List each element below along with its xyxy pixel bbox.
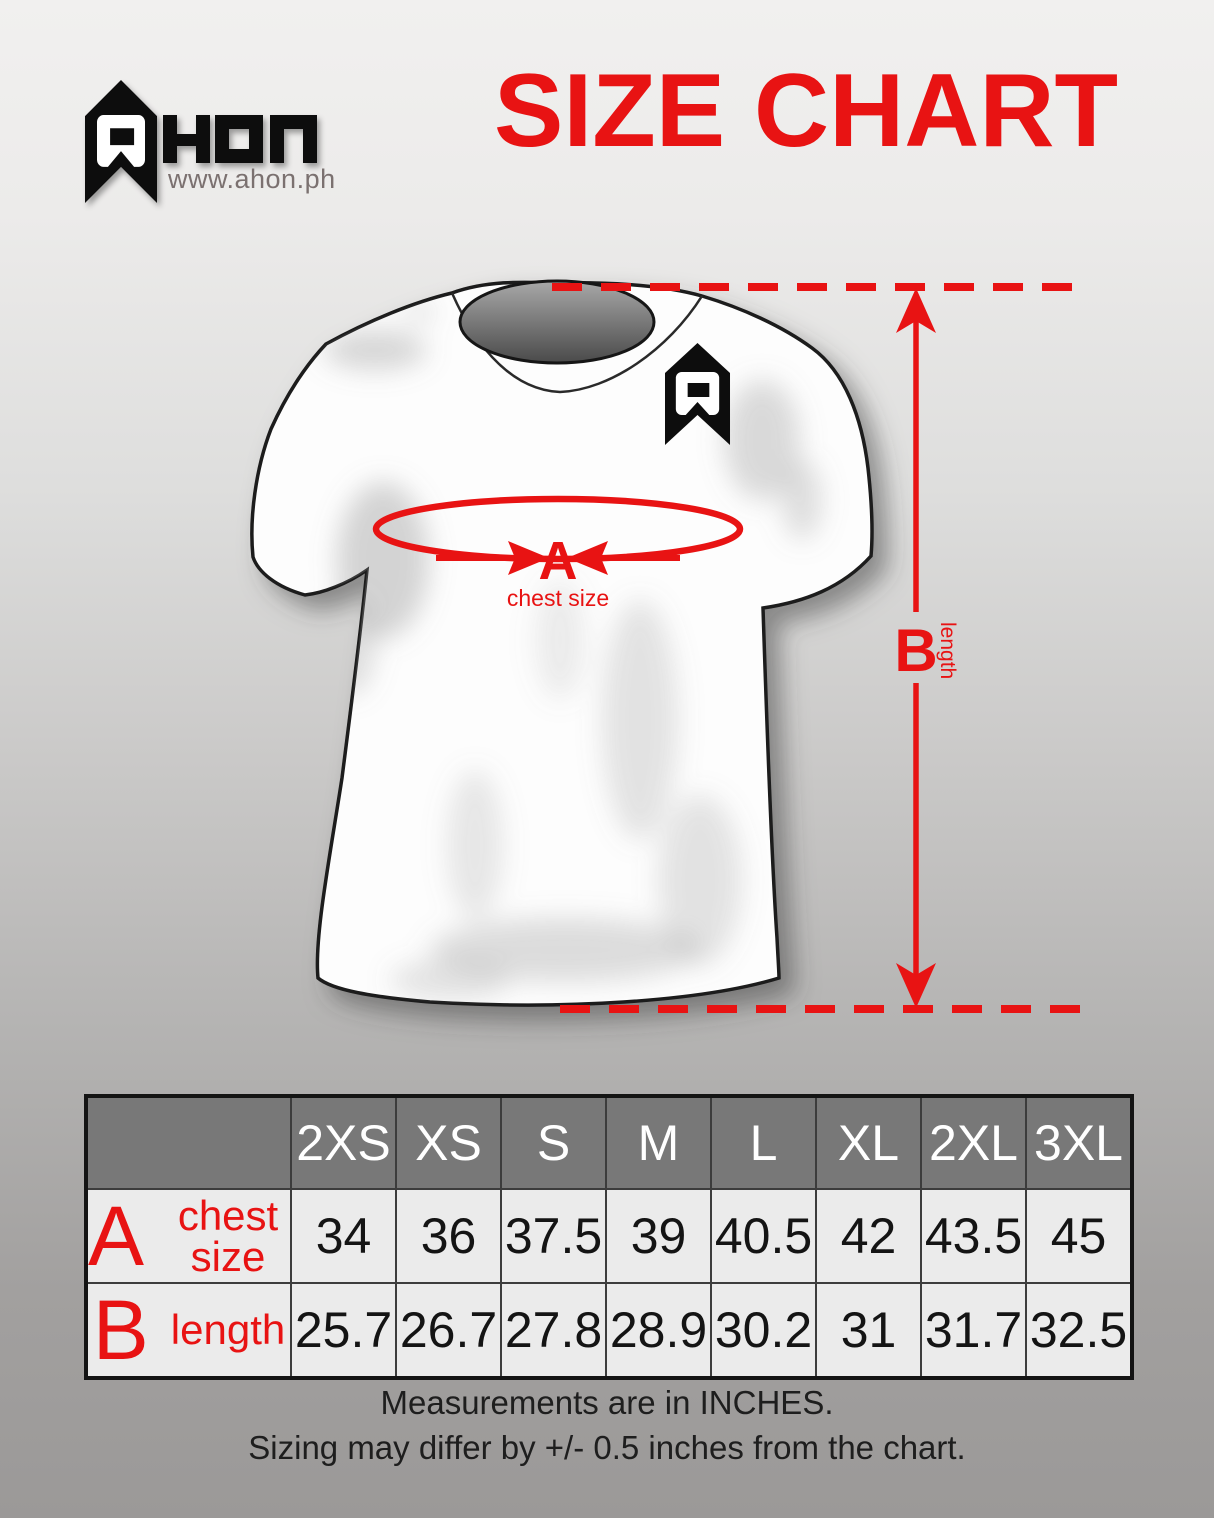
col-header-l: L [712, 1098, 815, 1188]
note-units: Measurements are in INCHES. [380, 1384, 834, 1421]
chest-size-2xs: 34 [292, 1190, 395, 1282]
measure-b-label: length [936, 622, 959, 679]
length-xl: 31 [817, 1284, 920, 1376]
length-2xl: 31.7 [922, 1284, 1025, 1376]
chest-size-s: 37.5 [502, 1190, 605, 1282]
length-2xs: 25.7 [292, 1284, 395, 1376]
chest-size-xs: 36 [397, 1190, 500, 1282]
col-header-s: S [502, 1098, 605, 1188]
measure-a-label: chest size [507, 585, 609, 611]
chest-size-m: 39 [607, 1190, 710, 1282]
chest-size-2xl: 43.5 [922, 1190, 1025, 1282]
tshirt-illustration [250, 279, 874, 1007]
ahon-logo [85, 80, 317, 204]
col-header-3xl: 3XL [1027, 1098, 1130, 1188]
collar-opening [458, 279, 656, 365]
col-header-m: M [607, 1098, 710, 1188]
table-corner-cell [88, 1098, 290, 1188]
page-title: SIZE CHART [494, 53, 1118, 169]
length-l: 30.2 [712, 1284, 815, 1376]
chest-arrow-right-head [567, 541, 608, 575]
col-header-xs: XS [397, 1098, 500, 1188]
measure-a-letter: A [539, 531, 578, 591]
footer-notes: Measurements are in INCHES. Sizing may d… [0, 1380, 1214, 1470]
size-table: 2XS XS S M L XL 2XL 3XL A chest size 34 … [84, 1094, 1134, 1380]
row-a-label: chest size [177, 1191, 279, 1280]
length-m: 28.9 [607, 1284, 710, 1376]
row-label-chest-size: A chest size [88, 1190, 290, 1282]
row-b-label: length [170, 1306, 286, 1354]
chest-arrow-left-head [508, 541, 549, 575]
col-header-2xl: 2XL [922, 1098, 1025, 1188]
chest-size-l: 40.5 [712, 1190, 815, 1282]
measure-b-letter: B [894, 617, 937, 684]
length-3xl: 32.5 [1027, 1284, 1130, 1376]
brand-website: www.ahon.ph [168, 164, 336, 194]
length-s: 27.8 [502, 1284, 605, 1376]
ahon-wordmark-letters [163, 115, 317, 163]
measurement-annotations: A chest size B length [372, 283, 1085, 1013]
chest-size-3xl: 45 [1027, 1190, 1130, 1282]
row-a-letter: A [88, 1189, 145, 1283]
row-label-length: B length [88, 1284, 290, 1376]
col-header-xl: XL [817, 1098, 920, 1188]
length-arrow-up-head [896, 288, 936, 333]
length-xs: 26.7 [397, 1284, 500, 1376]
chest-size-xl: 42 [817, 1190, 920, 1282]
row-b-letter: B [92, 1283, 149, 1377]
col-header-2xs: 2XS [292, 1098, 395, 1188]
length-arrow-down-head [896, 963, 936, 1008]
chest-measure-ellipse [372, 495, 744, 563]
note-tolerance: Sizing may differ by +/- 0.5 inches from… [248, 1429, 966, 1466]
